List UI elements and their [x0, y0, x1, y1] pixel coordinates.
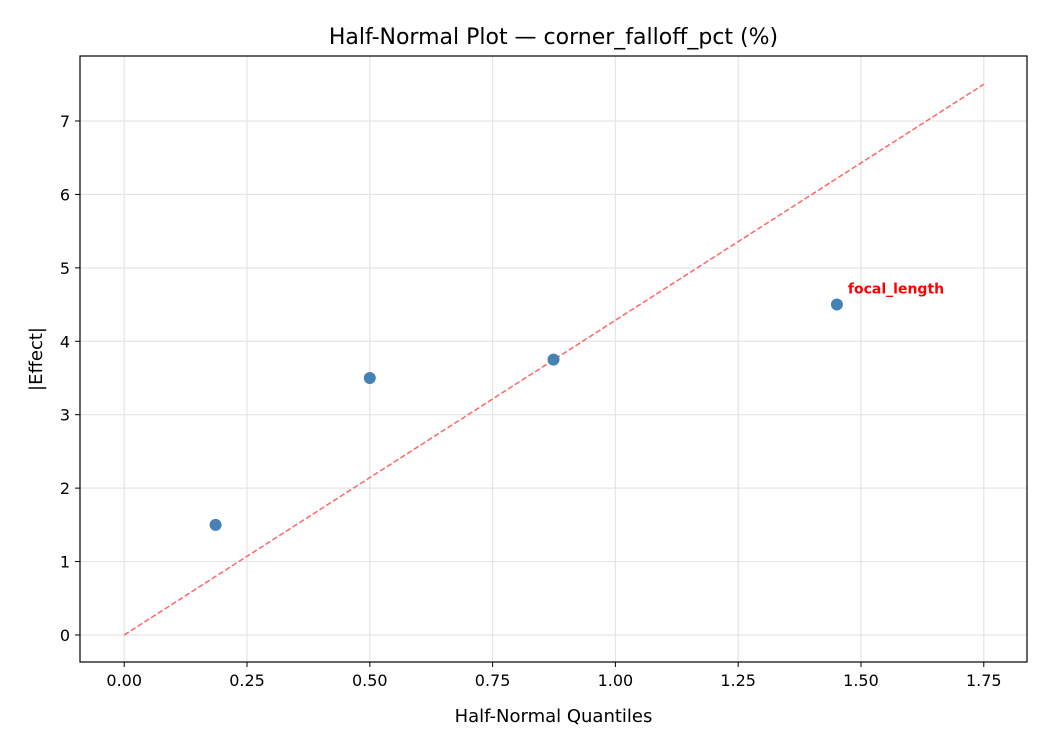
x-tick-label: 0.25 [229, 671, 265, 690]
y-tick-label: 1 [60, 553, 70, 572]
plot-frame [79, 55, 1028, 663]
reference-line [123, 83, 985, 636]
x-tick-label: 1.75 [966, 671, 1002, 690]
chart-title: Half-Normal Plot — corner_falloff_pct (%… [329, 25, 778, 50]
x-tick-label: 0.50 [352, 671, 388, 690]
point-annotation: focal_length [848, 282, 944, 298]
y-tick-label: 7 [60, 112, 70, 131]
x-tick-label: 0.00 [106, 671, 142, 690]
y-tick-label: 6 [60, 185, 70, 204]
data-point [209, 518, 222, 531]
data-point [830, 298, 843, 311]
y-tick-label: 3 [60, 406, 70, 425]
x-tick-label: 1.50 [843, 671, 879, 690]
y-axis-label: |Effect| [26, 327, 47, 391]
data-point [363, 371, 376, 384]
x-tick-label: 1.25 [720, 671, 756, 690]
x-tick-label: 0.75 [475, 671, 511, 690]
y-tick-label: 5 [60, 259, 70, 278]
y-tick-label: 4 [60, 332, 70, 351]
y-tick-label: 0 [60, 626, 70, 645]
y-tick-label: 2 [60, 479, 70, 498]
x-axis-label: Half-Normal Quantiles [455, 706, 653, 727]
data-point [547, 353, 560, 366]
x-tick-label: 1.00 [598, 671, 634, 690]
